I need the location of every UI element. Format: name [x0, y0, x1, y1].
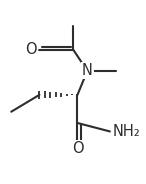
Text: O: O — [25, 42, 37, 57]
Text: N: N — [82, 63, 93, 78]
Text: NH₂: NH₂ — [113, 124, 140, 139]
Text: O: O — [72, 141, 83, 156]
